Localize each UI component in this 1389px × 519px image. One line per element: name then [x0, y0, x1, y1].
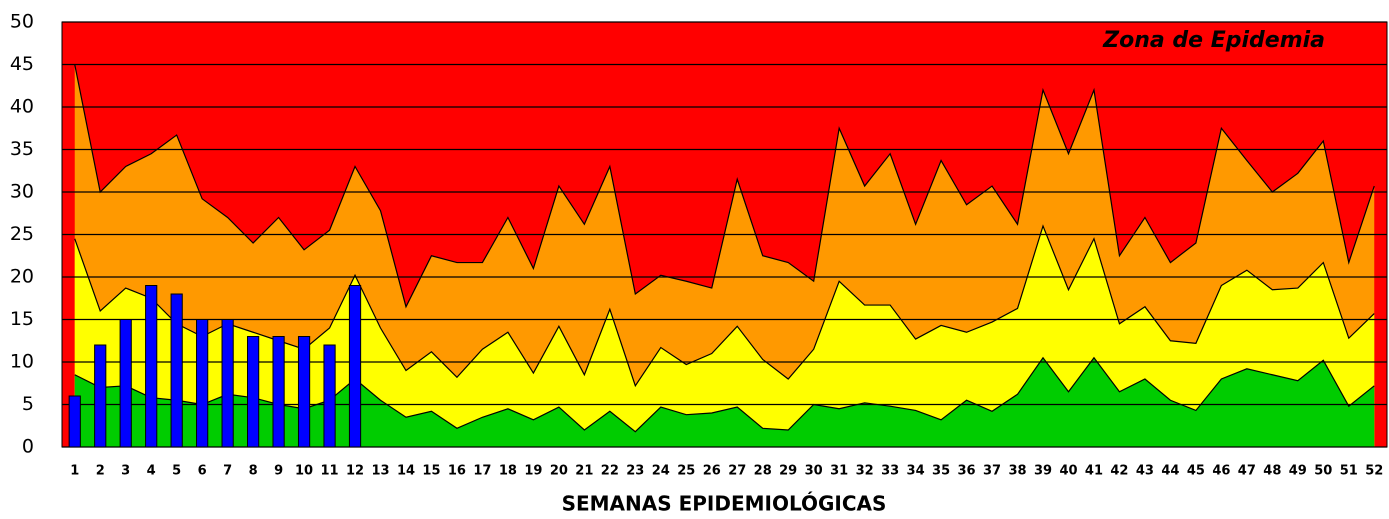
bar — [247, 336, 260, 448]
bar — [221, 319, 234, 448]
bar — [297, 336, 311, 448]
bar — [196, 319, 209, 448]
x-tick-label: 39 — [1034, 464, 1052, 479]
x-tick-label: 12 — [346, 464, 364, 479]
x-tick-label: 35 — [932, 464, 950, 479]
x-tick-label: 45 — [1187, 464, 1205, 479]
x-tick-label: 41 — [1085, 464, 1103, 479]
x-tick-label: 37 — [983, 464, 1001, 479]
x-tick-label: 5 — [172, 464, 181, 479]
area — [74, 357, 1375, 447]
x-tick-label: 25 — [677, 464, 695, 479]
x-tick-label: 27 — [728, 464, 746, 479]
y-tick-label: 35 — [10, 138, 34, 160]
x-tick-label: 48 — [1263, 464, 1281, 479]
x-axis-title: SEMANAS EPIDEMIOLÓGICAS — [562, 492, 887, 516]
plot-frame — [61, 21, 1388, 448]
x-tick-label: 31 — [830, 464, 848, 479]
y-tick-label: 25 — [10, 223, 34, 245]
x-tick-label: 16 — [448, 464, 466, 479]
x-tick-label: 47 — [1238, 464, 1256, 479]
x-tick-label: 7 — [223, 464, 232, 479]
x-tick-label: 50 — [1314, 464, 1332, 479]
x-tick-label: 29 — [779, 464, 797, 479]
x-tick-label: 21 — [575, 464, 593, 479]
bar — [119, 319, 132, 448]
x-tick-label: 49 — [1289, 464, 1307, 479]
x-tick-label: 24 — [652, 464, 670, 479]
x-tick-label: 32 — [856, 464, 874, 479]
x-tick-label: 42 — [1110, 464, 1128, 479]
bar — [323, 344, 336, 448]
x-tick-label: 33 — [881, 464, 899, 479]
x-tick-label: 44 — [1161, 464, 1179, 479]
y-tick-label: 10 — [10, 351, 34, 373]
area-line — [74, 64, 1375, 309]
bar — [145, 285, 158, 448]
x-tick-label: 28 — [754, 464, 772, 479]
x-tick-label: 17 — [473, 464, 491, 479]
x-tick-label: 52 — [1365, 464, 1383, 479]
x-tick-label: 19 — [524, 464, 542, 479]
x-tick-label: 18 — [499, 464, 517, 479]
x-tick-label: 13 — [371, 464, 389, 479]
x-tick-label: 23 — [626, 464, 644, 479]
bar — [94, 344, 107, 448]
y-tick-label: 40 — [10, 96, 34, 118]
x-tick-label: 15 — [422, 464, 440, 479]
x-tick-label: 22 — [601, 464, 619, 479]
bar — [348, 285, 362, 448]
x-tick-label: 9 — [274, 464, 283, 479]
x-tick-label: 26 — [703, 464, 721, 479]
x-tick-label: 46 — [1212, 464, 1230, 479]
x-tick-label: 43 — [1136, 464, 1154, 479]
x-tick-label: 2 — [96, 464, 105, 479]
x-tick-label: 34 — [907, 464, 925, 479]
x-tick-label: 8 — [249, 464, 258, 479]
x-tick-label: 40 — [1059, 464, 1077, 479]
x-tick-label: 1 — [70, 464, 79, 479]
y-tick-label: 15 — [10, 308, 34, 330]
x-tick-label: 4 — [147, 464, 156, 479]
y-tick-label: 5 — [22, 393, 34, 415]
area-line — [74, 224, 1375, 388]
y-tick-label: 50 — [10, 11, 34, 33]
annotation: Zona de Epidemia — [1102, 28, 1325, 53]
x-tick-label: 38 — [1008, 464, 1026, 479]
x-tick-label: 14 — [397, 464, 415, 479]
y-tick-label: 45 — [10, 53, 34, 75]
x-tick-label: 30 — [805, 464, 823, 479]
y-tick-label: 0 — [22, 436, 34, 458]
area-line — [74, 356, 1375, 433]
bar — [272, 336, 285, 448]
x-tick-label: 20 — [550, 464, 568, 479]
y-tick-label: 30 — [10, 181, 34, 203]
bar — [68, 395, 81, 448]
x-tick-label: 3 — [121, 464, 130, 479]
bar — [170, 293, 183, 448]
y-tick-label: 20 — [10, 266, 34, 288]
x-tick-label: 36 — [958, 464, 976, 479]
x-tick-label: 51 — [1340, 464, 1358, 479]
x-tick-label: 6 — [198, 464, 207, 479]
x-tick-label: 10 — [295, 464, 313, 479]
x-tick-label: 11 — [321, 464, 339, 479]
